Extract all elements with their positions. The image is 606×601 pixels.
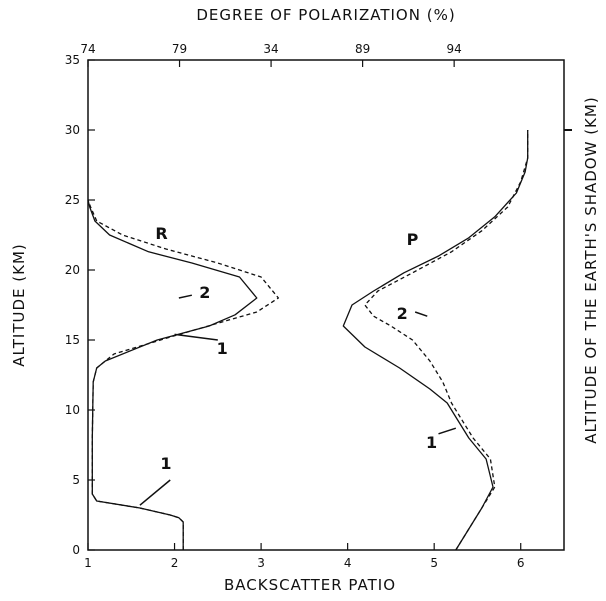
x-tick-label: 3: [257, 556, 265, 570]
curve-label-leader: [178, 294, 193, 299]
curve-label: 1: [160, 454, 171, 473]
series-line-r-2: [87, 199, 280, 550]
y-tick-label: 5: [72, 473, 80, 487]
top-tick-label: 89: [355, 42, 370, 56]
y-tick-label: 10: [65, 403, 80, 417]
series-line-p-1: [342, 130, 529, 551]
y-tick-label: 20: [65, 263, 80, 277]
curve-label: 2: [397, 304, 408, 323]
data-series: [87, 130, 529, 551]
series-line-r-1: [87, 199, 258, 550]
x-tick-label: 6: [517, 556, 525, 570]
x-tick-label: 2: [171, 556, 179, 570]
plot-frame: [87, 59, 565, 551]
series-line-p-2: [364, 130, 529, 551]
curve-label: 2: [199, 283, 210, 302]
top-tick-label: 79: [172, 42, 187, 56]
curve-label: 1: [426, 433, 437, 452]
y-tick-label: 0: [72, 543, 80, 557]
curve-label: P: [407, 230, 419, 249]
curve-label-leader: [414, 311, 428, 317]
curve-label: R: [155, 224, 167, 243]
y-tick-label: 25: [65, 193, 80, 207]
y-axis-title: ALTITUDE (KM): [10, 243, 28, 367]
curve-label-leader: [174, 333, 218, 341]
y-tick-label: 30: [65, 123, 80, 137]
top-tick-label: 94: [447, 42, 462, 56]
x-axis-title: BACKSCATTER PATIO: [224, 576, 396, 594]
y-tick-label: 35: [65, 53, 80, 67]
x-tick-label: 1: [84, 556, 92, 570]
top-axis-title: DEGREE OF POLARIZATION (%): [196, 6, 455, 24]
curve-label-leader: [438, 427, 457, 435]
curve-label: 1: [217, 339, 228, 358]
y-tick-label: 15: [65, 333, 80, 347]
right-axis-title: ALTITUDE OF THE EARTH'S SHADOW (KM): [582, 96, 600, 443]
curve-labels: R P 2 1 2 1 1: [139, 224, 457, 506]
x-tick-label: 5: [430, 556, 438, 570]
top-tick-label: 74: [80, 42, 95, 56]
x-tick-label: 4: [344, 556, 352, 570]
curve-label-leader: [139, 479, 171, 506]
top-tick-label: 34: [263, 42, 278, 56]
